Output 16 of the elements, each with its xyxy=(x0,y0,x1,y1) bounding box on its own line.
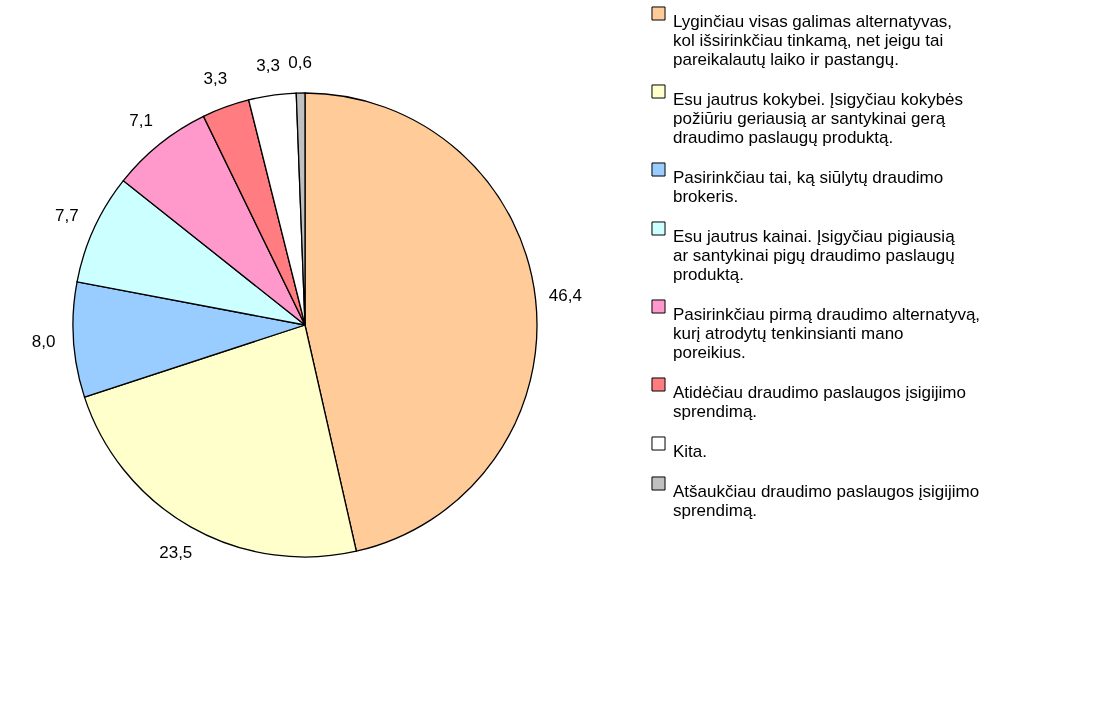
data-label: 7,1 xyxy=(129,110,153,130)
data-label: 23,5 xyxy=(159,542,193,562)
legend-label: Kita. xyxy=(673,441,708,461)
data-label: 7,7 xyxy=(54,205,79,225)
data-label: 46,4 xyxy=(548,285,582,305)
legend-label: Esu jautrus kokybei. Įsigyčiau kokybės požiūriu geriausią ar santykinai gerą draudimo paslaugų produktą. xyxy=(673,89,964,147)
data-label: 3,3 xyxy=(203,68,228,88)
data-label: 8,0 xyxy=(31,331,56,351)
legend-label: Atidėčiau draudimo paslaugos įsigijimo sprendimą. xyxy=(673,382,966,421)
data-label: 0,6 xyxy=(288,53,312,73)
data-label: 3,3 xyxy=(256,55,280,75)
legend-label: Pasirinkčiau pirmą draudimo alternatyvą, kurį atrodytų tenkinsianti mano poreikius. xyxy=(673,304,981,362)
legend-label: Atšaukčiau draudimo paslaugos įsigijimo sprendimą. xyxy=(673,481,980,520)
legend-label: Lyginčiau visas galimas alternatyvas, kol išsirinkčiau tinkamą, net jeigu tai pareikalautų laiko ir pastangų. xyxy=(673,11,953,69)
legend-label: Esu jautrus kainai. Įsigyčiau pigiausią ar santykinai pigų draudimo paslaugų produktą. xyxy=(673,226,956,284)
legend-label: Pasirinkčiau tai, ką siūlytų draudimo brokeris. xyxy=(673,167,944,206)
